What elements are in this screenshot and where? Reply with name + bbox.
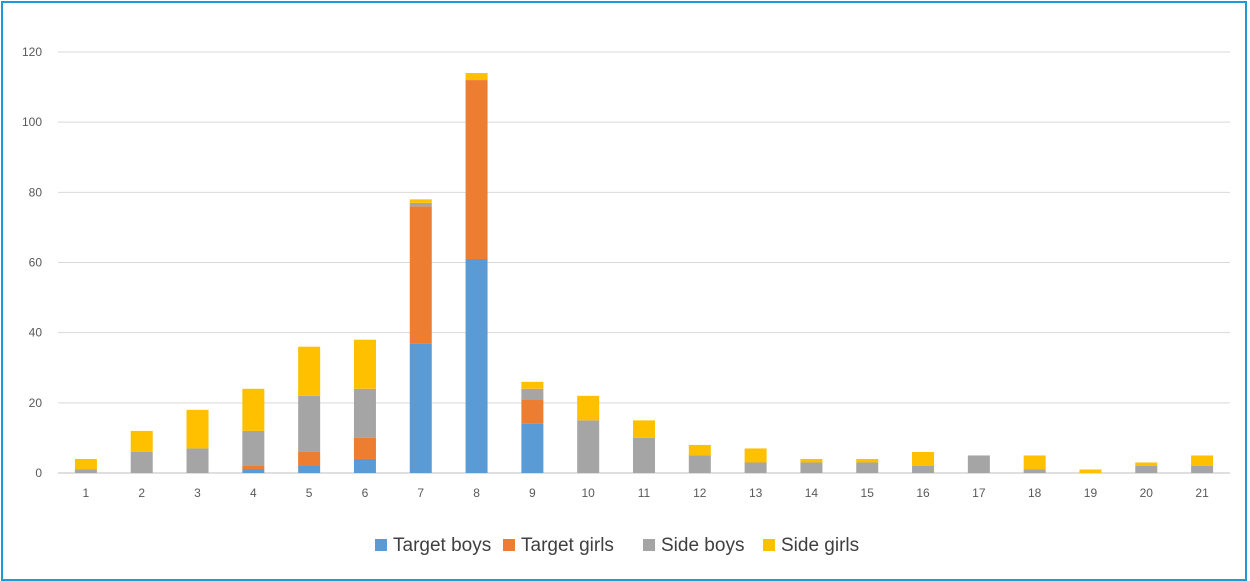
y-tick-label: 100 xyxy=(22,115,42,129)
bar-segment-target-boys xyxy=(521,423,544,473)
legend-swatch xyxy=(763,539,775,551)
bar-segment-side-girls xyxy=(633,420,655,438)
bar-segment-side-boys xyxy=(521,388,544,400)
y-tick-label: 40 xyxy=(29,326,43,340)
bar-segment-target-girls xyxy=(353,437,376,459)
y-tick-label: 80 xyxy=(29,185,43,199)
y-tick-label: 0 xyxy=(35,466,42,480)
bar-segment-side-girls xyxy=(465,73,488,81)
x-tick-label: 3 xyxy=(194,486,201,500)
bar-segment-side-girls xyxy=(800,458,823,463)
bar-segment-side-boys xyxy=(353,388,376,438)
bar-segment-side-girls xyxy=(856,458,879,463)
legend-swatch xyxy=(643,539,655,551)
x-tick-label: 9 xyxy=(529,486,536,500)
bar-segment-side-girls xyxy=(1079,469,1102,473)
x-tick-label: 15 xyxy=(861,486,875,500)
bar-segment-side-boys xyxy=(409,202,432,207)
bar-segment-side-boys xyxy=(1135,465,1158,473)
bar-segment-side-girls xyxy=(298,346,321,396)
bar-segment-side-boys xyxy=(800,462,823,473)
bar-segment-target-boys xyxy=(353,458,376,473)
y-tick-label: 20 xyxy=(29,396,43,410)
bar-segment-target-girls xyxy=(242,465,265,470)
legend-label: Side girls xyxy=(781,535,859,556)
bar-segment-side-boys xyxy=(298,395,321,452)
bar-segment-side-girls xyxy=(1135,462,1158,466)
bar-segment-side-boys xyxy=(744,462,767,473)
x-tick-label: 7 xyxy=(417,486,424,500)
x-tick-label: 17 xyxy=(972,486,986,500)
bar-segment-target-boys xyxy=(409,343,432,473)
bar-segment-side-boys xyxy=(186,448,209,473)
bar-segment-side-girls xyxy=(353,339,376,389)
y-tick-label: 60 xyxy=(29,256,43,270)
bar-segment-side-boys xyxy=(1191,465,1214,473)
bar-segment-side-girls xyxy=(521,381,544,389)
legend-label: Target girls xyxy=(521,535,614,556)
bar-segment-side-boys xyxy=(633,437,655,473)
x-tick-label: 19 xyxy=(1084,486,1098,500)
bar-segment-side-boys xyxy=(577,420,600,473)
x-tick-label: 14 xyxy=(805,486,819,500)
x-tick-label: 8 xyxy=(473,486,480,500)
legend-swatch xyxy=(375,539,387,551)
bar-segment-side-girls xyxy=(186,409,209,449)
x-tick-label: 18 xyxy=(1028,486,1042,500)
bar-segment-side-girls xyxy=(577,395,600,421)
bar-segment-side-girls xyxy=(242,388,265,431)
y-tick-label: 120 xyxy=(22,45,42,59)
bar-segment-side-boys xyxy=(130,451,153,473)
bar-segment-side-girls xyxy=(744,448,767,463)
x-tick-label: 16 xyxy=(916,486,930,500)
x-tick-label: 4 xyxy=(250,486,257,500)
bar-segment-side-girls xyxy=(130,430,153,452)
bar-segment-side-boys xyxy=(688,455,711,473)
bar-segment-target-girls xyxy=(298,451,321,466)
bar-segment-target-girls xyxy=(521,399,544,424)
bar-segment-target-boys xyxy=(242,469,265,473)
x-tick-label: 6 xyxy=(362,486,369,500)
x-tick-label: 20 xyxy=(1140,486,1154,500)
x-tick-label: 21 xyxy=(1195,486,1209,500)
legend-swatch xyxy=(503,539,515,551)
bar-segment-target-girls xyxy=(409,206,432,344)
x-tick-label: 12 xyxy=(693,486,707,500)
x-tick-label: 5 xyxy=(306,486,313,500)
bar-segment-side-girls xyxy=(912,451,935,466)
bar-segment-side-boys xyxy=(856,462,879,473)
x-tick-label: 1 xyxy=(83,486,90,500)
legend-label: Side boys xyxy=(661,535,744,556)
bar-segment-target-girls xyxy=(465,80,488,259)
legend-label: Target boys xyxy=(393,535,491,556)
bar-segment-side-girls xyxy=(74,458,97,470)
bar-segment-side-boys xyxy=(1023,469,1046,473)
bar-segment-side-boys xyxy=(242,430,265,466)
bar-segment-side-girls xyxy=(409,199,432,203)
bar-segment-side-girls xyxy=(688,444,711,456)
x-tick-label: 10 xyxy=(582,486,596,500)
bar-segment-side-girls xyxy=(1191,455,1214,466)
bar-segment-target-boys xyxy=(465,258,488,473)
bar-segment-side-boys xyxy=(967,455,990,473)
x-tick-label: 2 xyxy=(138,486,145,500)
bar-segment-side-boys xyxy=(912,465,935,473)
bar-segment-side-boys xyxy=(74,469,97,473)
x-tick-label: 11 xyxy=(638,486,651,500)
bar-segment-side-girls xyxy=(1023,455,1046,470)
x-tick-label: 13 xyxy=(749,486,763,500)
bar-segment-target-boys xyxy=(298,465,321,473)
